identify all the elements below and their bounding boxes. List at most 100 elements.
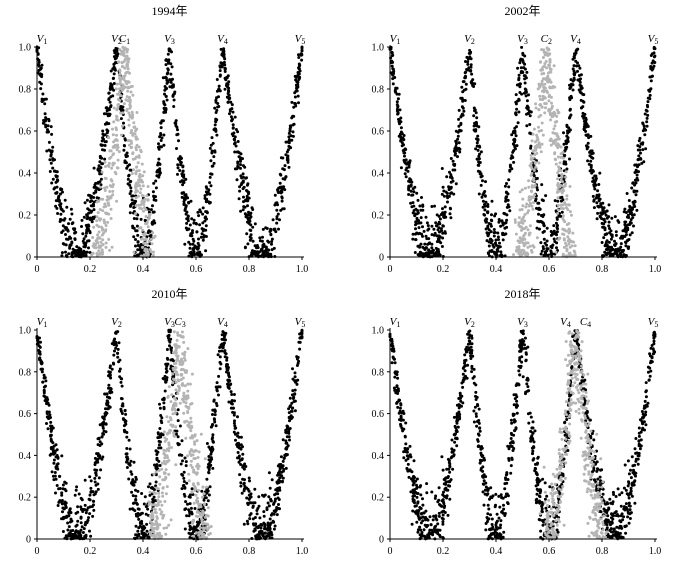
data-point — [591, 194, 595, 198]
data-point — [57, 500, 61, 504]
cluster-point — [527, 195, 531, 199]
data-point — [145, 533, 148, 537]
cluster-point — [92, 242, 96, 246]
data-point — [129, 189, 133, 193]
cluster-point — [126, 67, 130, 71]
data-point — [43, 112, 47, 116]
data-point — [419, 251, 423, 255]
data-point — [423, 242, 427, 246]
data-point — [84, 253, 88, 257]
data-point — [184, 464, 188, 468]
cluster-point — [142, 203, 146, 206]
cluster-point — [564, 241, 567, 245]
data-point — [102, 137, 105, 141]
data-point — [440, 245, 444, 248]
cluster-point — [125, 62, 129, 66]
data-point — [588, 169, 592, 173]
data-point — [152, 181, 156, 185]
data-point — [124, 419, 128, 423]
data-point — [79, 528, 83, 532]
cluster-point — [190, 372, 194, 376]
data-point — [295, 75, 298, 79]
cluster-point — [146, 185, 150, 188]
data-point — [580, 106, 584, 110]
data-point — [462, 80, 466, 84]
data-point — [201, 238, 205, 242]
data-point — [159, 132, 163, 135]
data-point — [179, 462, 183, 466]
data-point — [569, 78, 573, 82]
data-point — [506, 203, 510, 207]
data-point — [395, 86, 399, 90]
data-point — [497, 238, 500, 241]
data-point — [605, 232, 609, 236]
data-point — [407, 179, 411, 183]
data-point — [37, 348, 41, 352]
data-point — [233, 135, 237, 139]
cluster-point — [205, 485, 208, 489]
cluster-point — [543, 53, 547, 57]
cluster-point — [101, 243, 105, 247]
data-point — [41, 92, 45, 96]
data-point — [505, 182, 508, 185]
data-point — [452, 192, 456, 196]
cluster-point — [147, 215, 151, 218]
data-point — [233, 115, 237, 119]
cluster-point — [119, 52, 123, 56]
data-point — [605, 243, 609, 247]
data-point — [209, 143, 213, 147]
data-point — [155, 463, 159, 467]
cluster-point — [161, 494, 165, 498]
data-point — [115, 49, 119, 53]
cluster-point — [135, 143, 139, 147]
data-point — [540, 198, 544, 202]
data-point — [621, 234, 625, 238]
data-point — [142, 502, 146, 506]
data-point — [395, 100, 399, 104]
data-point — [399, 166, 403, 170]
cluster-point — [532, 245, 536, 249]
cluster-point — [150, 511, 154, 515]
data-point — [188, 524, 192, 528]
data-point — [63, 217, 67, 221]
data-point — [109, 69, 113, 73]
data-point — [134, 488, 137, 492]
data-point — [98, 160, 102, 164]
data-point — [537, 212, 540, 216]
data-point — [105, 128, 109, 132]
data-point — [67, 222, 70, 226]
data-point — [535, 186, 539, 189]
data-point — [273, 193, 277, 197]
data-point — [167, 334, 171, 337]
cluster-point — [561, 150, 565, 154]
data-point — [524, 88, 528, 92]
data-point — [208, 146, 212, 150]
cluster-point — [141, 232, 145, 236]
cluster-point — [533, 193, 537, 197]
cluster-point — [135, 181, 139, 185]
data-point — [440, 167, 444, 170]
data-point — [192, 525, 196, 529]
data-point — [288, 396, 292, 400]
data-point — [188, 528, 192, 532]
data-point — [47, 140, 51, 144]
data-point — [630, 186, 634, 190]
vertex-label: V1 — [37, 33, 48, 46]
cluster-point — [126, 89, 130, 93]
cluster-point — [530, 248, 533, 252]
data-point — [270, 248, 274, 252]
x-tick-label: 0.2 — [437, 264, 450, 275]
cluster-point — [131, 115, 135, 119]
data-point — [136, 233, 140, 237]
cluster-point — [111, 189, 115, 193]
data-point — [456, 137, 460, 141]
data-point — [64, 254, 68, 258]
data-point — [488, 237, 492, 241]
data-point — [275, 480, 279, 484]
data-point — [514, 112, 518, 115]
data-point — [220, 349, 224, 353]
data-point — [601, 201, 605, 205]
data-point — [437, 234, 441, 238]
data-point — [39, 340, 42, 344]
cluster-point — [556, 171, 560, 175]
